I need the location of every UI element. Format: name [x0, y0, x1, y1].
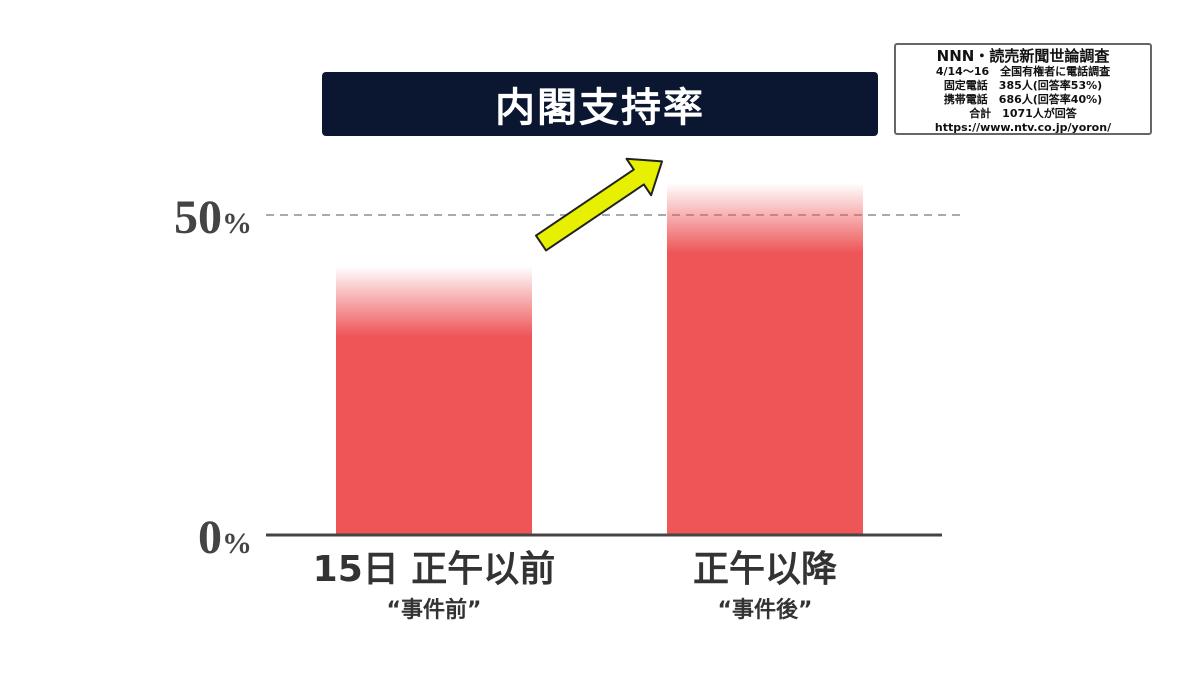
trend-arrow-shape	[534, 157, 664, 252]
survey-title: NNN・読売新聞世論調査	[936, 47, 1110, 65]
title-banner: 内閣支持率	[322, 72, 878, 136]
chart-title: 内閣支持率	[495, 85, 705, 131]
category-label-before: 15日 正午以前	[312, 549, 556, 590]
category-sublabel-before: “事件前”	[386, 598, 482, 623]
trend-arrow	[534, 157, 664, 252]
survey-total: 合計 1071人が回答	[969, 107, 1077, 120]
category-sublabel-after: “事件後”	[717, 598, 813, 623]
y-tick-label-50: 50%	[174, 191, 252, 244]
survey-period: 4/14〜16 全国有権者に電話調査	[935, 65, 1111, 78]
bar-before	[336, 266, 532, 535]
bar-after	[667, 183, 863, 535]
category-label-after: 正午以降	[692, 549, 837, 590]
survey-url: https://www.ntv.co.jp/yoron/	[934, 121, 1112, 134]
survey-mobile: 携帯電話 686人(回答率40%)	[943, 93, 1103, 106]
y-tick-label-0: 0%	[198, 511, 252, 564]
survey-landline: 固定電話 385人(回答率53%)	[943, 79, 1103, 92]
survey-info-box: NNN・読売新聞世論調査 4/14〜16 全国有権者に電話調査 固定電話 385…	[894, 43, 1152, 135]
